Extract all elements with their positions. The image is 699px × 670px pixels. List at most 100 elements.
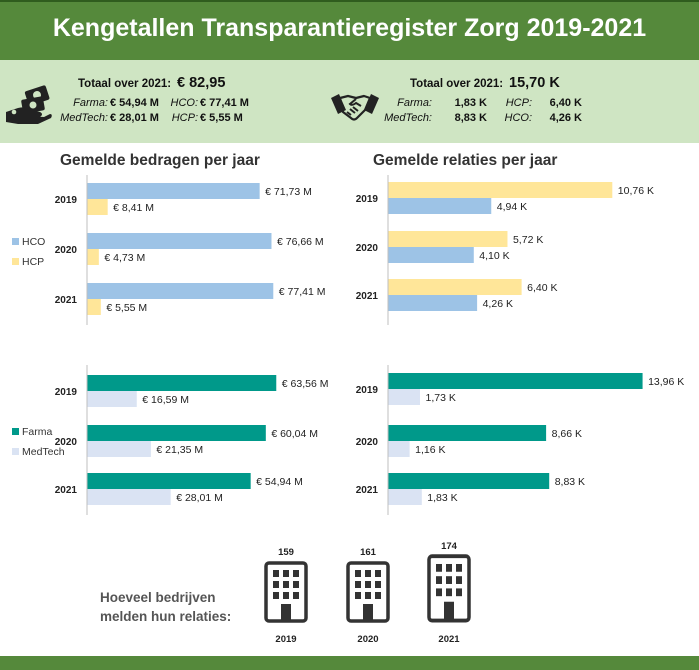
data-label: € 5,55 M	[106, 302, 147, 314]
bar-medtech-2020	[388, 441, 410, 457]
data-label: € 63,56 M	[282, 378, 329, 390]
bar-medtech-2019	[87, 391, 137, 407]
relations-hcp-value: 6,40 K	[549, 97, 582, 109]
bar-hcp-2020	[87, 249, 99, 265]
amounts-hcp-label: HCP:	[171, 112, 198, 124]
amounts-farma-label: Farma:	[73, 97, 108, 109]
bar-medtech-2019	[388, 389, 420, 405]
data-label: 4,26 K	[483, 298, 513, 310]
relations-medtech-label: MedTech:	[384, 112, 432, 124]
data-label: € 54,94 M	[256, 476, 303, 488]
bar-hco-2019	[87, 183, 260, 199]
legend-swatch-hcp	[12, 258, 19, 265]
data-label: 8,83 K	[555, 476, 585, 488]
chart-title-relations: Gemelde relaties per jaar	[373, 152, 558, 169]
bar-farma-2020	[388, 425, 547, 441]
data-label: 6,40 K	[527, 282, 557, 294]
data-label: 4,10 K	[479, 250, 509, 262]
chart-title-amounts: Gemelde bedragen per jaar	[60, 152, 260, 169]
legend-label-hcp: HCP	[22, 256, 44, 268]
company-count-2019: 159	[278, 547, 294, 558]
data-label: 1,73 K	[425, 392, 455, 404]
year-tick-label: 2021	[55, 485, 78, 496]
page-title: Kengetallen Transparantieregister Zorg 2…	[52, 14, 647, 42]
year-tick-label: 2021	[356, 291, 379, 302]
amounts-total-label: Totaal over 2021:	[78, 78, 172, 90]
relations-farma-value: 1,83 K	[454, 97, 487, 109]
chart-amounts-hco-hcp: 2019 € 71,73 M € 8,41 M 2020 € 76,66 M € 4,73…	[12, 175, 326, 325]
relations-farma-label: Farma:	[397, 97, 432, 109]
year-tick-label: 2019	[356, 194, 379, 205]
amounts-medtech-label: MedTech:	[60, 112, 108, 124]
company-count-2020: 161	[360, 547, 376, 558]
year-tick-label: 2019	[356, 385, 379, 396]
amounts-total-value: € 82,95	[177, 75, 226, 91]
legend-label-farma: Farma	[22, 426, 52, 438]
bar-medtech-2021	[388, 489, 422, 505]
bar-hco-2020	[87, 233, 272, 249]
year-tick-label: 2020	[55, 245, 78, 256]
amounts-hco-label: HCO:	[170, 97, 199, 109]
bar-hcp-2021	[388, 279, 522, 295]
data-label: € 60,04 M	[271, 428, 318, 440]
companies-question-line2: melden hun relaties:	[100, 609, 232, 624]
data-label: € 21,35 M	[156, 444, 203, 456]
building-icon	[346, 561, 390, 623]
title-bar	[0, 0, 699, 60]
data-label: € 76,66 M	[277, 236, 324, 248]
data-label: € 4,73 M	[104, 252, 145, 264]
data-label: € 16,59 M	[142, 394, 189, 406]
bar-hcp-2021	[87, 299, 101, 315]
money-hand-icon	[6, 85, 52, 124]
data-label: € 71,73 M	[265, 186, 312, 198]
bar-hcp-2020	[388, 231, 508, 247]
data-label: 1,16 K	[415, 444, 445, 456]
bar-hco-2019	[388, 198, 492, 214]
relations-medtech-value: 8,83 K	[454, 112, 487, 124]
data-label: 8,66 K	[552, 428, 582, 440]
data-label: 1,83 K	[427, 492, 457, 504]
year-tick-label: 2021	[55, 295, 78, 306]
companies-question-line1: Hoeveel bedrijven	[100, 590, 216, 605]
year-tick-label: 2020	[55, 437, 78, 448]
relations-hcp-label: HCP:	[505, 97, 532, 109]
year-tick-label: 2019	[55, 195, 78, 206]
legend-swatch-medtech	[12, 448, 19, 455]
bar-farma-2021	[87, 473, 251, 489]
amounts-medtech-value: € 28,01 M	[110, 112, 159, 124]
bar-hco-2021	[388, 295, 478, 311]
bar-hcp-2019	[388, 182, 613, 198]
data-label: € 8,41 M	[113, 202, 154, 214]
bar-hco-2020	[388, 247, 474, 263]
relations-total-label: Totaal over 2021:	[410, 78, 504, 90]
companies-question: Hoeveel bedrijven melden hun relaties:	[100, 588, 231, 626]
data-label: € 28,01 M	[176, 492, 223, 504]
handshake-icon	[331, 94, 379, 121]
legend-label-hco: HCO	[22, 236, 45, 248]
data-label: € 77,41 M	[279, 286, 326, 298]
chart-relations-farma-medtech: 2019 13,96 K 1,73 K 2020 8,66 K 1,16 K 2021 8,8…	[356, 365, 684, 515]
amounts-hcp-value: € 5,55 M	[200, 112, 243, 124]
amounts-hco-value: € 77,41 M	[200, 97, 249, 109]
data-label: 4,94 K	[497, 201, 527, 213]
data-label: 5,72 K	[513, 234, 543, 246]
building-icon	[264, 561, 308, 623]
bottom-bar	[0, 656, 699, 670]
company-year-2020: 2020	[357, 634, 379, 645]
bar-medtech-2020	[87, 441, 151, 457]
year-tick-label: 2019	[55, 387, 78, 398]
relations-total-value: 15,70 K	[509, 75, 560, 91]
year-tick-label: 2020	[356, 437, 379, 448]
chart-relations-hcp-hco: 2019 10,76 K 4,94 K 2020 5,72 K 4,10 K 2021 6,4…	[356, 175, 654, 325]
amounts-farma-value: € 54,94 M	[110, 97, 159, 109]
data-label: 13,96 K	[648, 376, 684, 388]
legend-swatch-hco	[12, 238, 19, 245]
legend-swatch-farma	[12, 428, 19, 435]
bar-farma-2019	[388, 373, 643, 389]
bar-farma-2020	[87, 425, 266, 441]
company-count-2021: 174	[441, 541, 457, 552]
relations-hco-label: HCO:	[504, 112, 533, 124]
bar-farma-2021	[388, 473, 550, 489]
legend-label-medtech: MedTech	[22, 446, 65, 458]
data-label: 10,76 K	[618, 185, 654, 197]
